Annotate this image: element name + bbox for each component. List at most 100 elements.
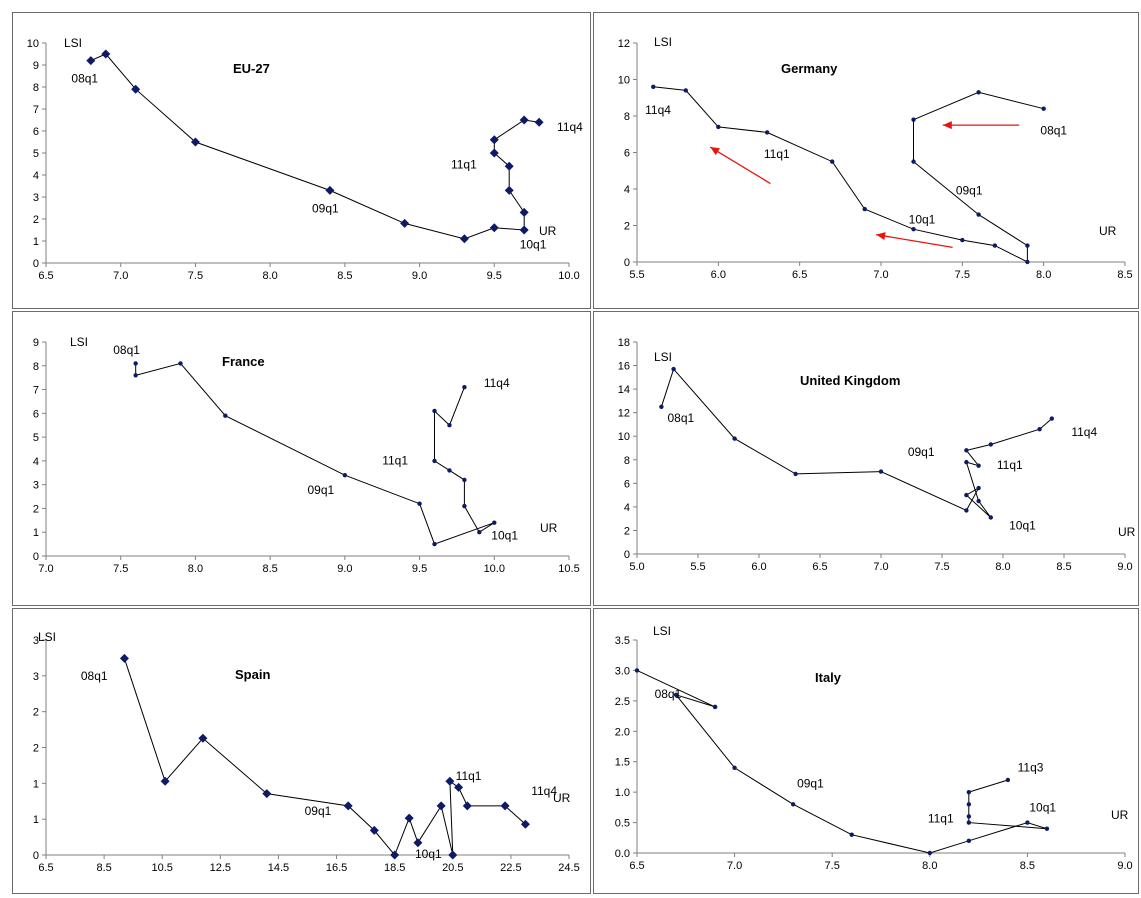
chart0-data-point	[504, 185, 514, 195]
chart1-y-label: LSI	[654, 35, 672, 49]
chart0-title: EU-27	[233, 61, 270, 76]
chart0-x-tick-label: 8.0	[262, 270, 277, 282]
chart4-data-point	[119, 653, 129, 663]
chart2-data-point	[492, 520, 497, 525]
chart2-y-tick-label: 6	[33, 408, 39, 420]
chart5-x-tick-label: 6.5	[629, 860, 644, 872]
chart-panel-italy: 6.5 7.0 7.5 8.0 8.5 9.0 0.0 0.5 1.0 1.5 2.0 2.5 3.0 3…	[593, 608, 1139, 894]
chart1-data-point	[651, 84, 656, 90]
chart4-y-label: LSI	[38, 630, 56, 644]
chart3-y-tick-label: 18	[618, 337, 630, 349]
chart3-data-point	[976, 485, 981, 491]
chart5-y-tick-label: 1.0	[615, 787, 630, 799]
chart4-x-tick-label: 22.5	[500, 862, 521, 874]
chart4-annotation: 11q4	[531, 784, 557, 798]
chart2-y-tick-label: 7	[33, 385, 39, 397]
chart2-y-label: LSI	[70, 335, 88, 349]
chart3-data-point	[964, 448, 969, 453]
chart4-data-point	[445, 776, 455, 786]
chart0-y-tick-label: 2	[33, 214, 39, 226]
chart0-annotation: 08q1	[71, 72, 98, 86]
chart5-y-label: LSI	[653, 624, 671, 638]
chart0-x-tick-label: 8.5	[337, 270, 352, 282]
chart2-x-tick-label: 8.5	[262, 563, 277, 575]
chart3-y-tick-label: 6	[624, 478, 630, 490]
chart1-data-point	[960, 237, 965, 243]
chart-germany: 5.5 6.0 6.5 7.0 7.5 8.0 8.5 0 2 4 6 8 10 12 Germany LSI…	[618, 35, 1133, 281]
chart3-annotation: 08q1	[668, 411, 695, 425]
chart4-series-line	[123, 658, 526, 856]
chart4-data-point	[343, 801, 353, 811]
chart4-annotation: 08q1	[81, 669, 108, 683]
chart0-data-point	[489, 148, 499, 158]
chart4-x-tick-label: 6.5	[38, 862, 53, 874]
chart0-y-tick-label: 1	[33, 236, 39, 248]
chart1-annotation: 10q1	[909, 213, 936, 227]
chart3-annotation: 11q1	[997, 458, 1023, 472]
chart2-x-tick-label: 8.0	[188, 563, 203, 575]
chart4-title: Spain	[235, 667, 270, 682]
chart1-data-point	[1025, 259, 1030, 265]
chart3-x-tick-label: 8.0	[995, 561, 1010, 573]
chart3-data-point	[976, 498, 981, 504]
chart5-y-tick-label: 3.5	[615, 635, 630, 647]
chart5-series-line	[636, 669, 1048, 854]
chart5-data-point	[673, 692, 679, 697]
chart5-data-point	[790, 802, 796, 807]
chart3-data-point	[964, 459, 969, 465]
chart4-data-point	[390, 850, 400, 860]
chart5-y-tick-label: 1.5	[615, 757, 630, 769]
chart3-data-point	[964, 492, 969, 498]
chart2-data-point	[133, 361, 138, 366]
chart2-y-tick-label: 8	[33, 361, 39, 373]
chart1-annotation: 11q1	[764, 147, 790, 161]
chart4-y-tick-label: 1	[33, 778, 39, 790]
chart5-data-point	[1044, 826, 1050, 831]
chart5-data-point	[966, 838, 972, 844]
chart1-data-point	[862, 206, 867, 212]
chart0-data-point	[131, 84, 141, 94]
chart0-data-point	[459, 234, 469, 244]
chart0-x-tick-label: 6.5	[38, 270, 53, 282]
chart-panel-united-kingdom: 5.0 5.5 6.0 6.5 7.0 7.5 8.0 8.5 9.0 0 2 4 6 8 10 12 14 16…	[593, 311, 1139, 606]
chart3-data-point	[964, 508, 969, 513]
chart4-data-point	[404, 813, 414, 823]
chart1-x-tick-label: 7.5	[955, 269, 970, 281]
chart4-x-tick-label: 14.5	[268, 862, 289, 874]
chart0-y-tick-label: 6	[33, 126, 39, 138]
chart0-annotation: 10q1	[520, 238, 547, 252]
chart3-data-point	[878, 469, 884, 474]
chart2-y-tick-label: 4	[33, 456, 39, 468]
chart4-y-tick-label: 3	[33, 671, 39, 683]
chart3-x-tick-label: 6.0	[751, 561, 766, 573]
chart4-data-point	[500, 801, 510, 811]
chart3-data-point	[988, 442, 993, 447]
chart0-y-tick-label: 3	[33, 192, 39, 204]
chart5-data-point	[966, 789, 972, 795]
chart2-x-tick-label: 10.0	[484, 563, 505, 575]
chart-united-kingdom: 5.0 5.5 6.0 6.5 7.0 7.5 8.0 8.5 9.0 0 2 4 6 8 10 12 14 16…	[618, 337, 1136, 573]
chart2-y-tick-label: 1	[33, 527, 39, 539]
chart4-y-tick-label: 1	[33, 814, 39, 826]
chart5-annotation: 08q1	[655, 687, 682, 701]
chart4-data-point	[262, 789, 272, 799]
chart0-data-point	[504, 161, 514, 171]
chart2-data-point	[462, 503, 467, 509]
chart1-y-tick-label: 2	[624, 221, 630, 233]
chart4-data-point	[436, 801, 446, 811]
chart5-data-point	[927, 850, 932, 856]
chart4-y-tick-label: 2	[33, 707, 39, 719]
chart2-data-point	[223, 413, 228, 418]
chart2-data-point	[477, 530, 482, 535]
chart0-data-point	[101, 49, 111, 59]
chart2-y-tick-label: 9	[33, 337, 39, 349]
chart5-x-tick-label: 8.5	[1020, 860, 1035, 872]
chart2-data-point	[432, 458, 437, 464]
chart3-title: United Kingdom	[800, 373, 900, 388]
chart0-x-tick-label: 7.0	[113, 270, 128, 282]
chart1-data-point	[764, 130, 770, 135]
chart1-annotation: 11q4	[645, 103, 671, 117]
chart2-data-point	[447, 468, 452, 473]
chart4-data-point	[160, 776, 170, 786]
chart1-data-point	[976, 90, 981, 95]
